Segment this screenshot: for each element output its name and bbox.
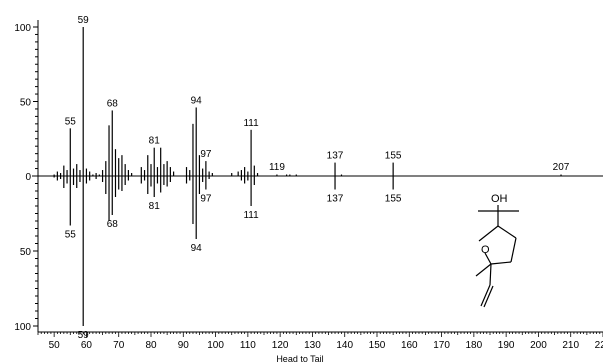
tail-peak-label: 155 (385, 194, 402, 205)
x-tick-label: 80 (145, 340, 157, 351)
head-peak-label: 97 (200, 149, 212, 160)
y-tick-label-head: 100 (14, 23, 31, 34)
y-tick-label-head: 0 (25, 172, 31, 183)
head-peak-label: 137 (327, 151, 344, 162)
peak-labels: 55 59 68 81 94 97 111 119 137 155 207 55 59 68 81 94 97 1… (65, 15, 570, 341)
x-tick-label: 90 (178, 340, 190, 351)
tail-spectrum (53, 176, 394, 326)
tail-peak-label: 81 (149, 201, 161, 212)
ring-oxygen-label: O (481, 244, 490, 256)
head-peak-label: 81 (149, 136, 161, 147)
head-peak-label: 94 (191, 95, 203, 106)
head-peak-label: 59 (78, 15, 90, 26)
tail-peak-label: 97 (200, 194, 212, 205)
y-tick-label-tail: 50 (20, 247, 32, 258)
x-tick-label: 200 (530, 340, 547, 351)
tail-peak-label: 68 (107, 219, 119, 230)
head-peak-label: 111 (243, 118, 259, 129)
x-tick-label: 130 (304, 340, 321, 351)
hydroxyl-label: OH (491, 193, 508, 205)
tail-peak-label: 137 (327, 194, 344, 205)
x-tick-label: 160 (401, 340, 418, 351)
head-peak-label: 155 (385, 151, 402, 162)
tail-peak-label: 55 (65, 230, 77, 241)
x-tick-label: 170 (433, 340, 450, 351)
y-tick-label-tail: 100 (14, 322, 31, 333)
head-peak-label: 119 (269, 162, 285, 173)
head-peak-label: 207 (553, 162, 570, 173)
x-axis-title: Head to Tail (276, 354, 323, 364)
y-tick-label-head: 50 (20, 98, 32, 109)
head-peak-label: 68 (107, 98, 119, 109)
tail-peak-label: 59 (78, 330, 90, 341)
tail-peak-label: 111 (243, 210, 259, 221)
x-tick-label: 220 (595, 340, 603, 351)
x-tick-label: 110 (240, 340, 256, 351)
chemical-structure: OH O (475, 193, 519, 308)
head-spectrum (53, 27, 562, 176)
axes: 0 50 100 50 100 50 60 70 80 90 100 110 120 130 140 150 1… (14, 20, 603, 351)
x-tick-label: 70 (113, 340, 125, 351)
x-tick-label: 150 (369, 340, 386, 351)
x-tick-label: 190 (498, 340, 515, 351)
x-tick-label: 210 (562, 340, 579, 351)
x-tick-label: 140 (336, 340, 353, 351)
tail-peak-label: 94 (191, 243, 203, 254)
x-tick-label: 60 (81, 340, 93, 351)
x-tick-label: 100 (207, 340, 224, 351)
x-tick-label: 50 (49, 340, 61, 351)
x-tick-label: 180 (466, 340, 483, 351)
head-peak-label: 55 (65, 116, 77, 127)
x-tick-label: 120 (272, 340, 289, 351)
